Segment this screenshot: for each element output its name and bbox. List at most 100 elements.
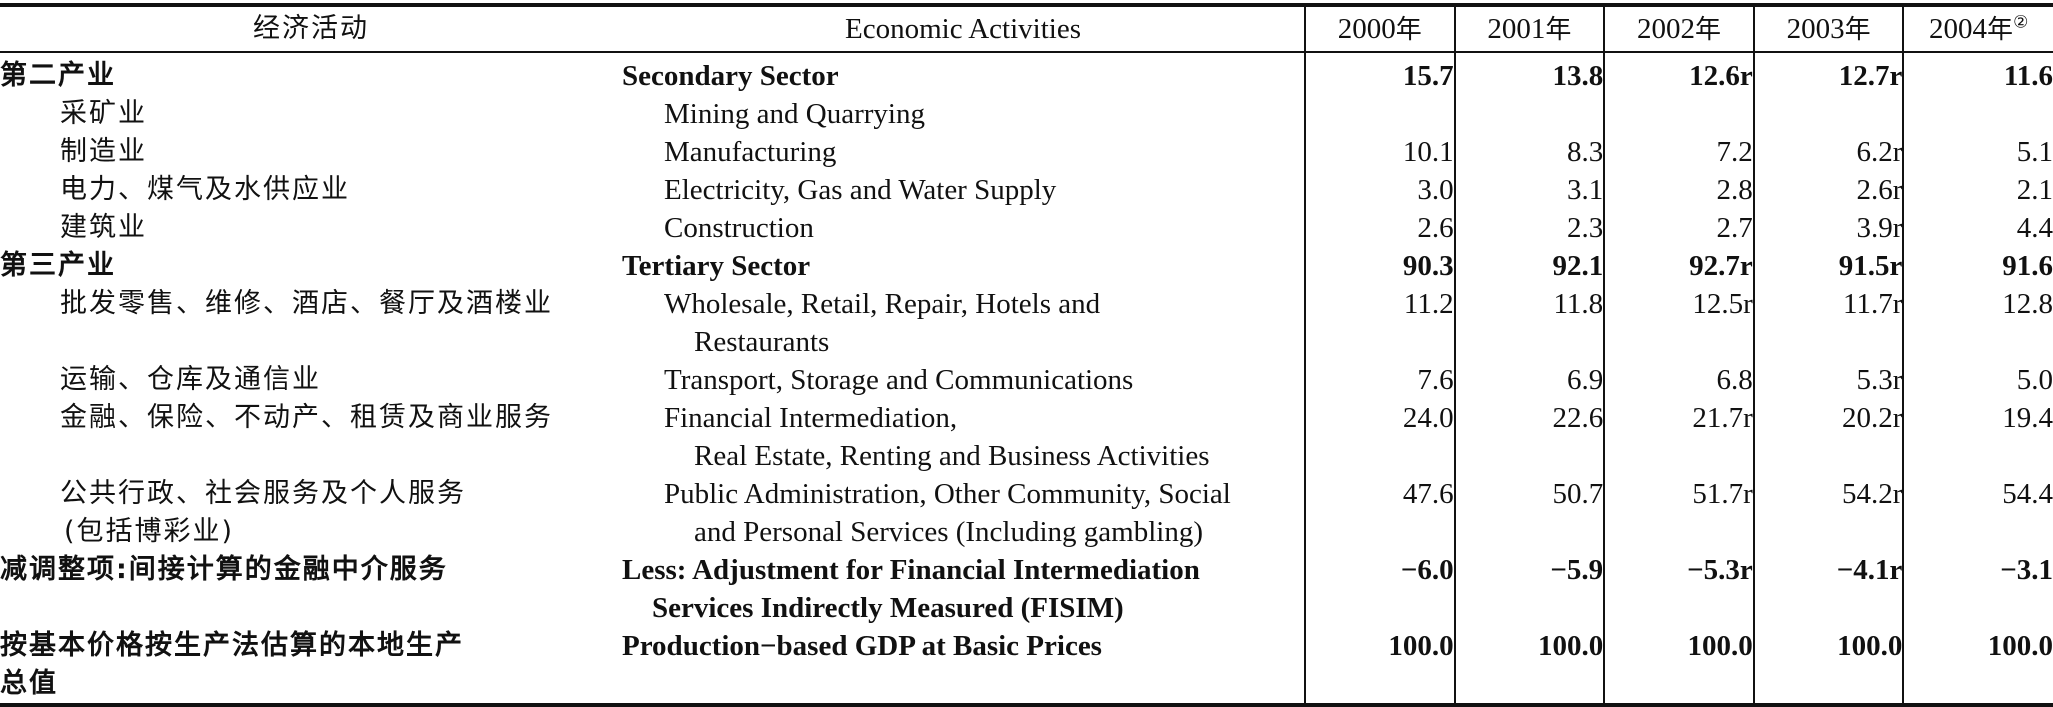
row-wholesale-retail-hotels: 批发零售、维修、酒店、餐厅及酒楼业 Wholesale, Retail, Rep… bbox=[0, 285, 2053, 361]
value-2004: −3.1 bbox=[1902, 551, 2053, 627]
activity-english-label: Electricity, Gas and Water Supply bbox=[664, 174, 1057, 206]
value-2003: −4.1r bbox=[1752, 551, 1904, 627]
value-2002: 6.8 bbox=[1603, 361, 1754, 399]
value-2000 bbox=[1304, 95, 1455, 133]
activity-english-label: Construction bbox=[664, 212, 814, 244]
value-2001: 3.1 bbox=[1453, 171, 1605, 209]
activity-chinese-label: 第二产业 bbox=[0, 60, 116, 91]
value-2001: −5.9 bbox=[1453, 551, 1605, 627]
year-suffix: 年 bbox=[1844, 14, 1871, 45]
activity-chinese-label: 第三产业 bbox=[0, 250, 116, 281]
activity-english-label: Wholesale, Retail, Repair, Hotels and Res… bbox=[664, 288, 1101, 358]
value-2000: 24.0 bbox=[1304, 399, 1455, 475]
value-2004: 54.4 bbox=[1902, 475, 2053, 551]
value-2001: 6.9 bbox=[1453, 361, 1605, 399]
value-2002: 7.2 bbox=[1603, 133, 1754, 171]
value-2003: 6.2r bbox=[1752, 133, 1904, 171]
activity-english-label: Public Administration, Other Community, … bbox=[664, 478, 1231, 548]
activity-english-label: Production−based GDP at Basic Prices bbox=[622, 630, 1102, 662]
value-2000: 100.0 bbox=[1304, 627, 1455, 705]
value-2000: 47.6 bbox=[1304, 475, 1455, 551]
row-public-administration-services: 公共行政、社会服务及个人服务 (包括博彩业) Public Administrat… bbox=[0, 475, 2053, 551]
value-2000: 90.3 bbox=[1304, 247, 1455, 285]
row-less-fisim-adjustment: 减调整项:间接计算的金融中介服务 Less: Adjustment for Fi… bbox=[0, 551, 2053, 627]
activity-english-label: Secondary Sector bbox=[622, 60, 839, 92]
activity-chinese-label: 采矿业 bbox=[60, 98, 147, 129]
header-year-2001: 2001年 bbox=[1453, 5, 1605, 52]
year-suffix: 年 bbox=[1395, 14, 1422, 45]
value-2004: 100.0 bbox=[1902, 627, 2053, 705]
value-2002: −5.3r bbox=[1603, 551, 1754, 627]
gdp-by-economic-activity-table: 经济活动 Economic Activities 2000年 2001年 200… bbox=[0, 3, 2053, 707]
value-2001: 22.6 bbox=[1453, 399, 1605, 475]
activity-chinese-label: 电力、煤气及水供应业 bbox=[60, 174, 350, 205]
table-body: 第二产业 Secondary Sector 15.7 13.8 12.6r 12… bbox=[0, 52, 2053, 705]
value-2000: 3.0 bbox=[1304, 171, 1455, 209]
value-2004: 4.4 bbox=[1902, 209, 2053, 247]
value-2001: 50.7 bbox=[1453, 475, 1605, 551]
value-2000: −6.0 bbox=[1304, 551, 1455, 627]
activity-chinese-label: 运输、仓库及通信业 bbox=[60, 364, 321, 395]
activity-chinese-label: 建筑业 bbox=[60, 212, 147, 243]
year-label: 2002 bbox=[1636, 12, 1695, 45]
value-2003: 11.7r bbox=[1752, 285, 1904, 361]
value-2000: 15.7 bbox=[1304, 52, 1455, 95]
value-2002: 51.7r bbox=[1603, 475, 1754, 551]
value-2002: 92.7r bbox=[1603, 247, 1754, 285]
year-label: 2004 bbox=[1929, 12, 1988, 45]
activity-chinese-label: 减调整项:间接计算的金融中介服务 bbox=[0, 554, 448, 585]
header-english-activity: Economic Activities bbox=[845, 13, 1081, 45]
year-label: 2001 bbox=[1487, 12, 1546, 45]
value-2001: 92.1 bbox=[1453, 247, 1605, 285]
year-suffix: 年 bbox=[1987, 14, 2014, 45]
row-production-based-gdp: 按基本价格按生产法估算的本地生产 总值 Production−based GDP … bbox=[0, 627, 2053, 705]
value-2002: 12.5r bbox=[1603, 285, 1754, 361]
value-2002: 2.8 bbox=[1603, 171, 1754, 209]
value-2002: 100.0 bbox=[1603, 627, 1754, 705]
row-manufacturing: 制造业 Manufacturing 10.1 8.3 7.2 6.2r 5.1 bbox=[0, 133, 2053, 171]
value-2003: 100.0 bbox=[1752, 627, 1904, 705]
value-2004: 12.8 bbox=[1902, 285, 2053, 361]
value-2000: 10.1 bbox=[1304, 133, 1455, 171]
value-2001: 8.3 bbox=[1453, 133, 1605, 171]
row-secondary-sector: 第二产业 Secondary Sector 15.7 13.8 12.6r 12… bbox=[0, 52, 2053, 95]
value-2001: 2.3 bbox=[1453, 209, 1605, 247]
value-2004: 2.1 bbox=[1902, 171, 2053, 209]
value-2003: 12.7r bbox=[1752, 52, 1904, 95]
activity-chinese-label: 制造业 bbox=[60, 136, 147, 167]
activity-english-label: Less: Adjustment for Financial Intermedi… bbox=[622, 554, 1200, 624]
activity-chinese-label: 按基本价格按生产法估算的本地生产 总值 bbox=[0, 630, 464, 699]
value-2004: 5.0 bbox=[1902, 361, 2053, 399]
value-2000: 2.6 bbox=[1304, 209, 1455, 247]
header-year-2000: 2000年 bbox=[1304, 5, 1455, 52]
header-chinese-activity: 经济活动 bbox=[253, 13, 369, 44]
value-2004: 11.6 bbox=[1902, 52, 2053, 95]
year-footnote-marker: ② bbox=[2013, 11, 2029, 31]
value-2004 bbox=[1902, 95, 2053, 133]
value-2001: 100.0 bbox=[1453, 627, 1605, 705]
value-2000: 7.6 bbox=[1304, 361, 1455, 399]
activity-chinese-label: 金融、保险、不动产、租赁及商业服务 bbox=[60, 402, 553, 433]
activity-english-label: Financial Intermediation, Real Estate, Re… bbox=[664, 402, 1210, 472]
value-2004: 19.4 bbox=[1902, 399, 2053, 475]
row-construction: 建筑业 Construction 2.6 2.3 2.7 3.9r 4.4 bbox=[0, 209, 2053, 247]
row-electricity-gas-water: 电力、煤气及水供应业 Electricity, Gas and Water Su… bbox=[0, 171, 2053, 209]
value-2002: 21.7r bbox=[1603, 399, 1754, 475]
value-2002: 12.6r bbox=[1603, 52, 1754, 95]
value-2003: 54.2r bbox=[1752, 475, 1904, 551]
value-2003: 20.2r bbox=[1752, 399, 1904, 475]
value-2003: 3.9r bbox=[1752, 209, 1904, 247]
year-label: 2000 bbox=[1337, 12, 1396, 45]
activity-chinese-label: 公共行政、社会服务及个人服务 (包括博彩业) bbox=[60, 478, 466, 547]
row-tertiary-sector: 第三产业 Tertiary Sector 90.3 92.1 92.7r 91.… bbox=[0, 247, 2053, 285]
value-2004: 5.1 bbox=[1902, 133, 2053, 171]
value-2004: 91.6 bbox=[1902, 247, 2053, 285]
value-2002: 2.7 bbox=[1603, 209, 1754, 247]
year-suffix: 年 bbox=[1694, 14, 1721, 45]
year-suffix: 年 bbox=[1545, 14, 1572, 45]
value-2003: 91.5r bbox=[1752, 247, 1904, 285]
value-2001 bbox=[1453, 95, 1605, 133]
value-2001: 11.8 bbox=[1453, 285, 1605, 361]
activity-english-label: Mining and Quarrying bbox=[664, 98, 925, 130]
